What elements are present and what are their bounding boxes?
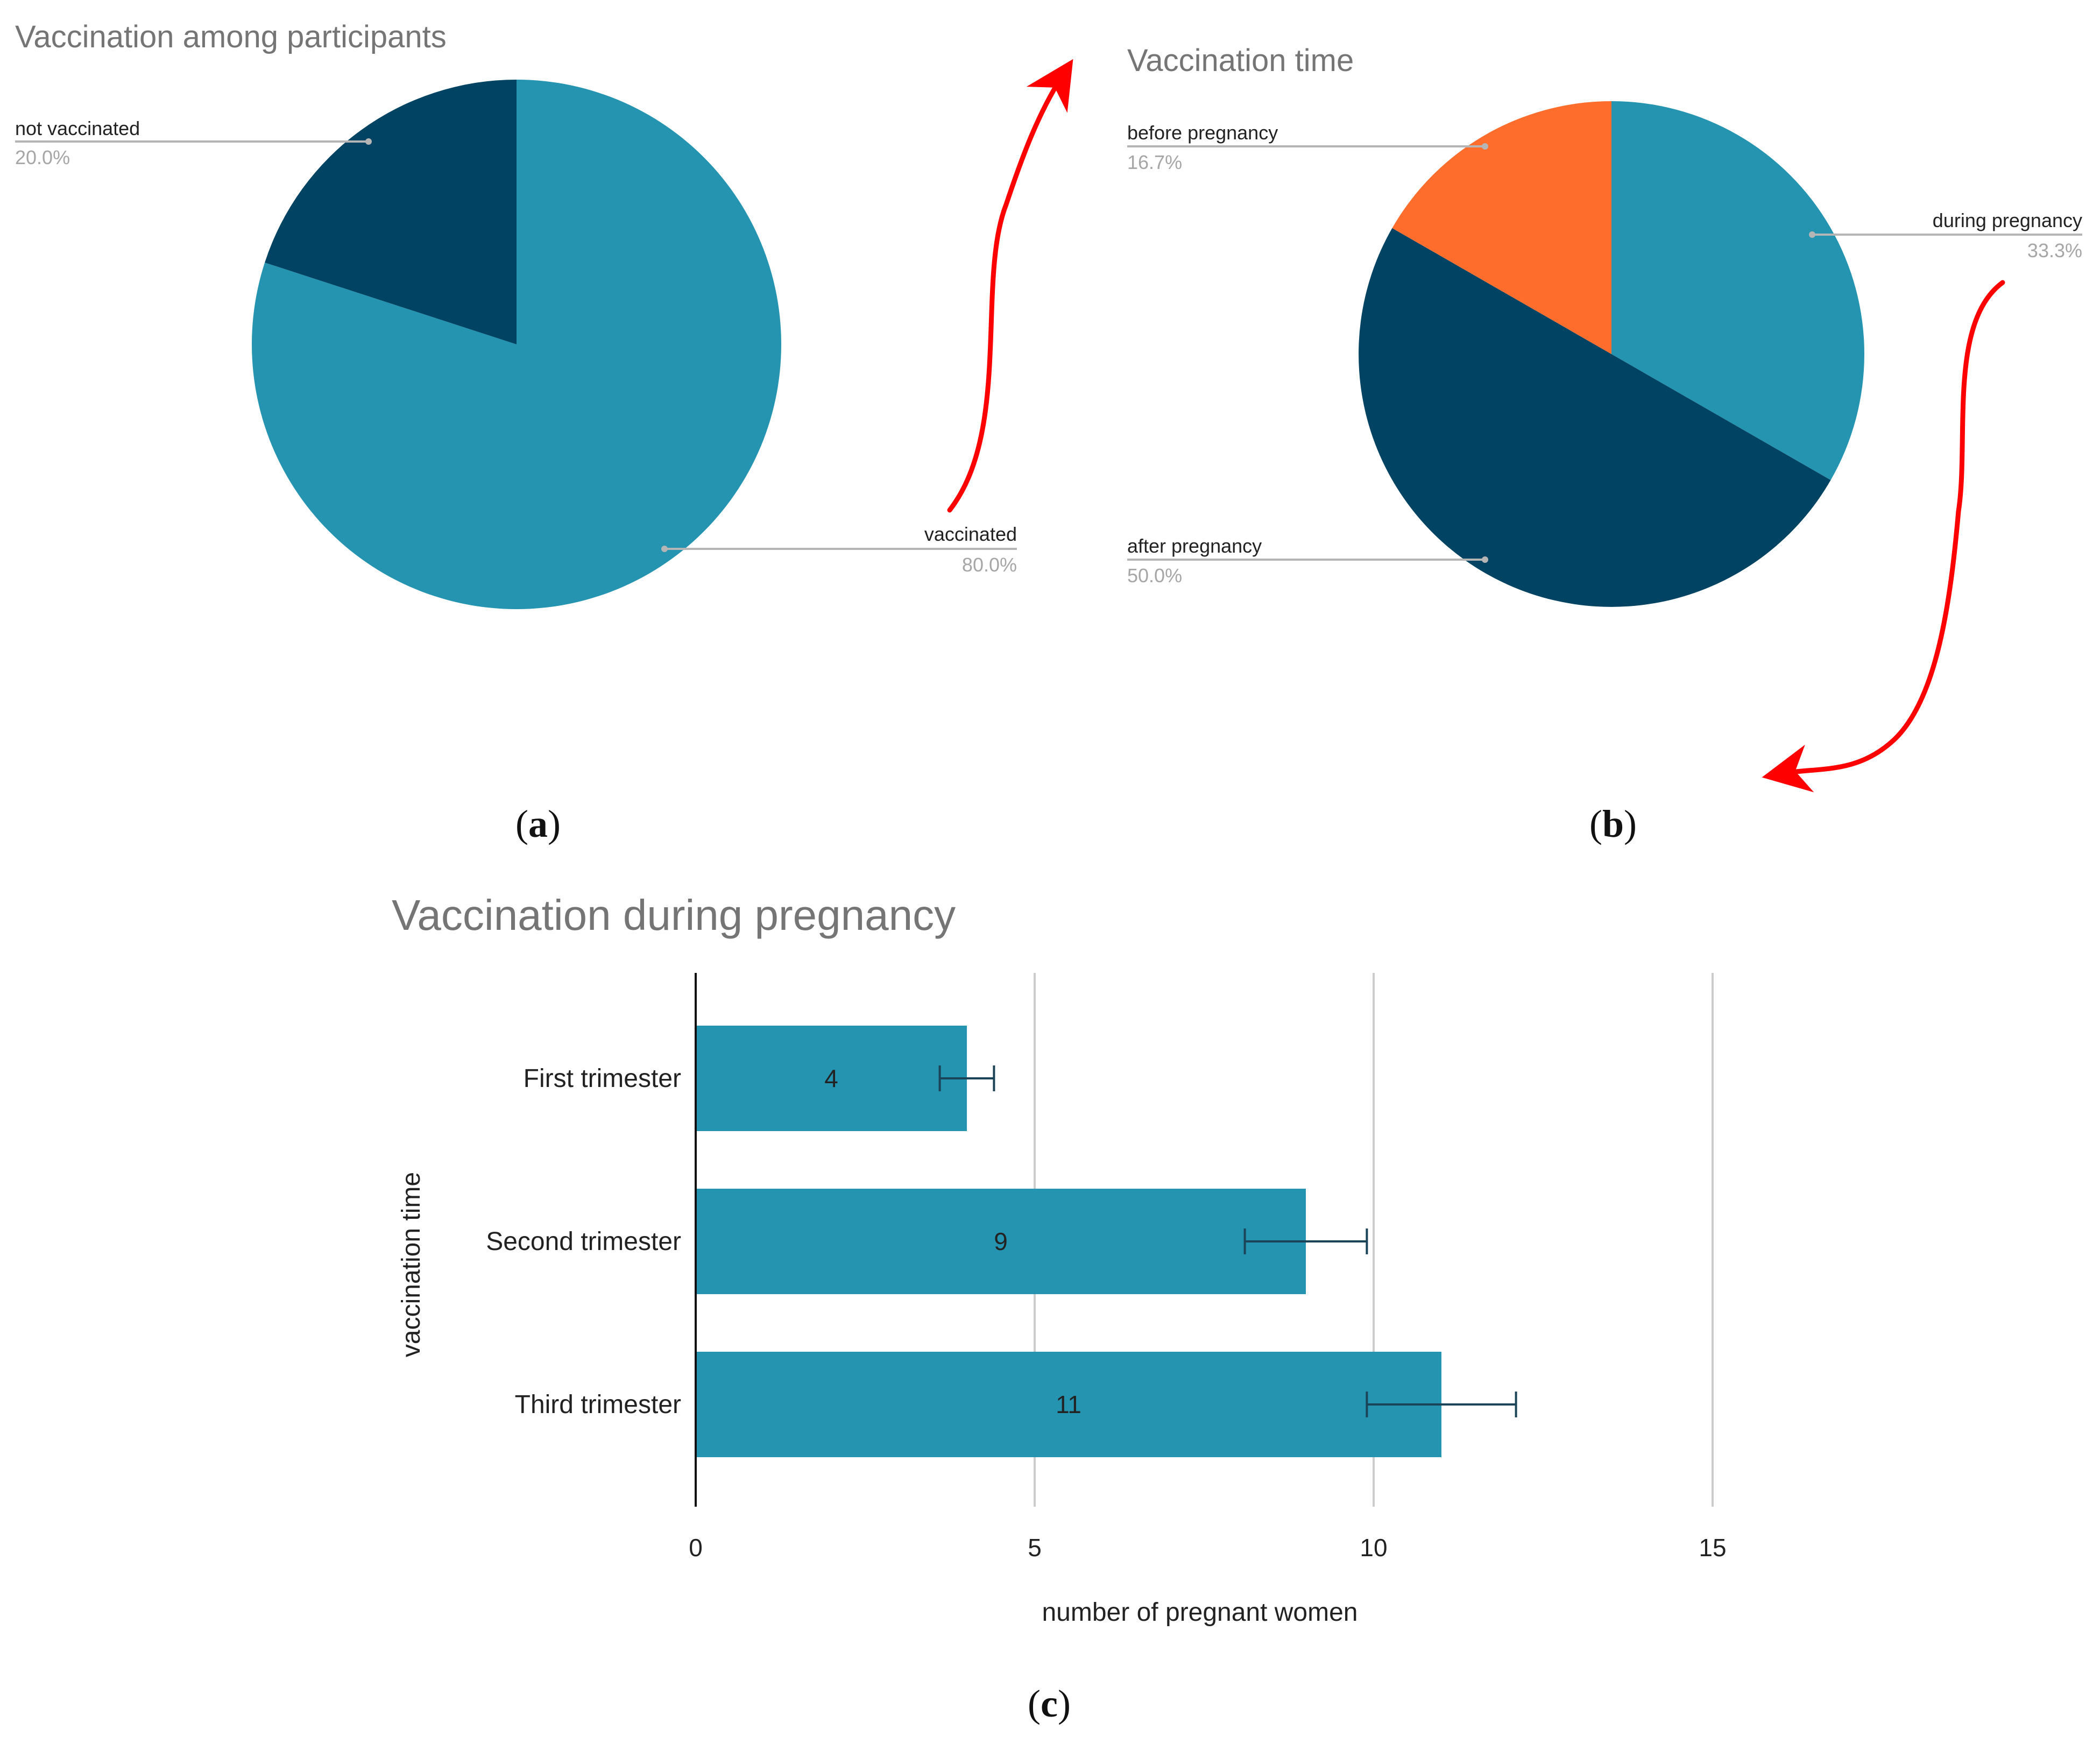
pie-a-slices <box>251 79 781 609</box>
x-tick-label: 15 <box>1699 1534 1726 1562</box>
y-tick-label: Second trimester <box>486 1227 681 1256</box>
error-bar-second-trimester <box>1243 1228 1368 1254</box>
slice-label: before pregnancy <box>1127 122 1278 144</box>
pie-slice-after-pregnancy <box>1359 228 1831 607</box>
pie-a-label-vaccinated: vaccinated 80.0% <box>661 523 1017 576</box>
pie-b-label-during-pregnancy: during pregnancy 33.3% <box>1809 209 2082 262</box>
pie-b-label-before-pregnancy: before pregnancy 16.7% <box>1127 122 1488 173</box>
y-tick-label: First trimester <box>524 1064 681 1093</box>
panel-label-c: (c) <box>1028 1682 1071 1725</box>
chart-title-c: Vaccination during pregnancy <box>392 891 956 939</box>
pie-b-slices <box>1359 101 1864 607</box>
pie-chart-b: Vaccination time before pregnancy 16.7% … <box>1127 43 2082 845</box>
chart-title-b: Vaccination time <box>1127 43 1354 78</box>
connector-arrow-b-c <box>1762 280 2005 793</box>
slice-label: after pregnancy <box>1127 535 1262 557</box>
leader-dot <box>365 138 372 145</box>
x-axis-label: number of pregnant women <box>1042 1598 1357 1627</box>
slice-percent: 80.0% <box>962 554 1017 576</box>
pie-slice-not-vaccinated <box>265 79 517 345</box>
slice-label: during pregnancy <box>1933 209 2082 231</box>
slice-percent: 50.0% <box>1127 564 1182 587</box>
x-tick-label: 5 <box>1028 1534 1042 1562</box>
bar-second-trimester <box>696 1189 1306 1294</box>
connector-arrow-a-b <box>947 59 1073 513</box>
bar-first-trimester <box>696 1026 967 1131</box>
bar-chart-c: Vaccination during pregnancy 4 9 11 0 5 10 15… <box>392 891 1727 1725</box>
bar-axes: 0 5 10 15 First trimester Second trimester Thi… <box>486 973 1727 1562</box>
error-bar-third-trimester <box>1366 1392 1517 1417</box>
x-tick-label: 0 <box>689 1534 703 1562</box>
leader-dot <box>661 546 668 552</box>
error-bar-first-trimester <box>938 1065 995 1091</box>
slice-percent: 33.3% <box>2027 239 2082 262</box>
slice-label: not vaccinated <box>15 117 140 139</box>
x-tick-label: 10 <box>1360 1534 1387 1562</box>
bar-value-label: 4 <box>824 1064 838 1092</box>
chart-title-a: Vaccination among participants <box>15 19 447 54</box>
bar-value-label: 11 <box>1056 1390 1081 1418</box>
leader-dot <box>1809 231 1815 238</box>
pie-slice-during-pregnancy <box>1611 101 1864 481</box>
pie-chart-a: Vaccination among participants not vacci… <box>15 19 1017 845</box>
panel-label-a: (a) <box>515 802 561 845</box>
bar-value-label: 9 <box>994 1227 1008 1255</box>
slice-percent: 20.0% <box>15 146 70 168</box>
y-tick-label: Third trimester <box>515 1390 681 1419</box>
slice-label: vaccinated <box>924 523 1017 545</box>
slice-percent: 16.7% <box>1127 151 1182 173</box>
bar-marks: 4 9 11 <box>696 1026 1517 1457</box>
pie-b-label-after-pregnancy: after pregnancy 50.0% <box>1127 535 1488 587</box>
pie-slice-before-pregnancy <box>1392 101 1611 354</box>
leader-dot <box>1482 556 1488 563</box>
pie-a-label-not-vaccinated: not vaccinated 20.0% <box>15 117 372 168</box>
leader-dot <box>1482 143 1488 150</box>
y-axis-label: vaccination time <box>397 1172 426 1357</box>
panel-label-b: (b) <box>1589 802 1637 845</box>
bar-third-trimester <box>696 1352 1441 1457</box>
